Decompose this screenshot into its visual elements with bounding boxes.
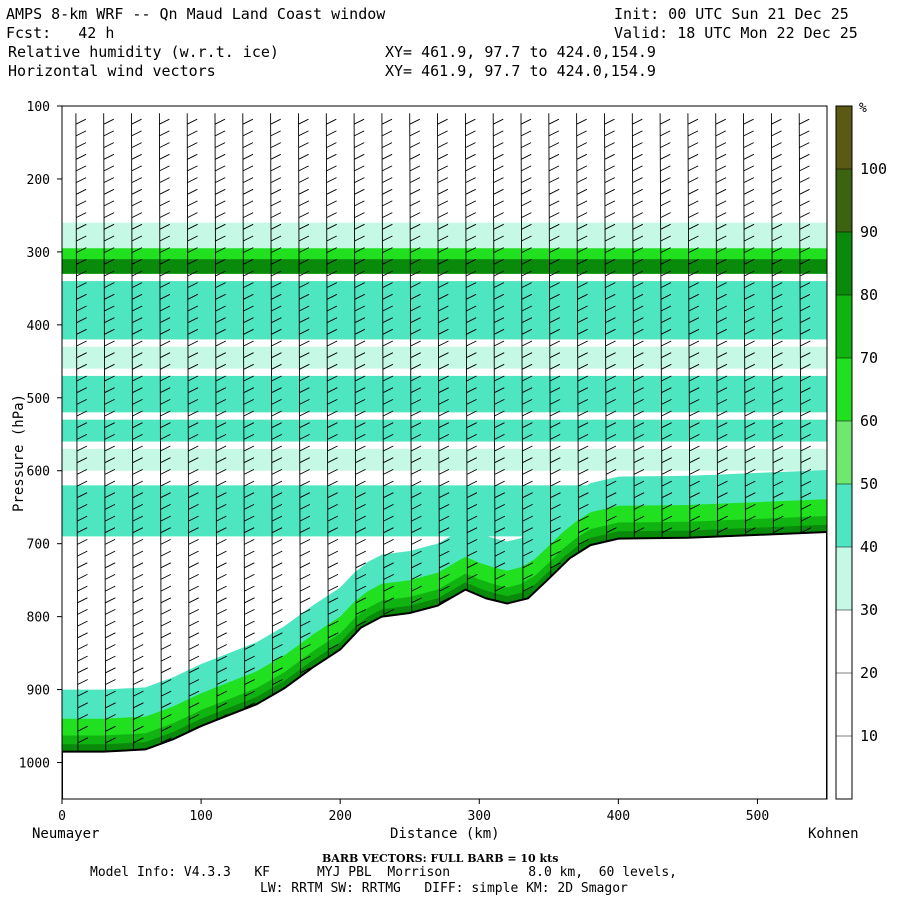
wind-barb-column <box>520 113 534 601</box>
xy-range-1: XY= 461.9, 97.7 to 424.0,154.9 <box>385 43 656 61</box>
wind-barb-column <box>743 113 756 536</box>
colorbar-swatch <box>836 106 852 169</box>
valid-time: Valid: 18 UTC Mon 22 Dec 25 <box>614 24 858 42</box>
y-tick-label: 300 <box>27 246 50 261</box>
y-tick-label: 1000 <box>19 757 50 772</box>
init-time: Init: 00 UTC Sun 21 Dec 25 <box>614 5 849 23</box>
y-tick-label: 600 <box>27 465 50 480</box>
wind-barb-column <box>131 113 144 751</box>
plot-area <box>62 106 827 799</box>
wind-barb-column <box>353 113 367 635</box>
plot-frame <box>61 105 828 800</box>
rh-band-5 <box>62 375 827 413</box>
colorbar-label: 80 <box>860 286 878 304</box>
wind-barb-column <box>798 113 812 534</box>
y-tick-label: 200 <box>27 173 50 188</box>
rh-band-4 <box>62 346 827 369</box>
xy-range-2: XY= 461.9, 97.7 to 424.0,154.9 <box>385 62 656 80</box>
x-tick-label: 400 <box>607 809 630 824</box>
wind-barb-column <box>158 113 172 745</box>
colorbar-label: 40 <box>860 538 878 556</box>
x-tick-label: 100 <box>189 809 212 824</box>
wind-barb-column <box>103 113 116 752</box>
y-tick-label: 500 <box>27 392 50 407</box>
forecast-hour: Fcst: 42 h <box>6 24 115 42</box>
colorbar-label: 70 <box>860 349 878 367</box>
colorbar-swatch <box>836 169 852 232</box>
colorbar-label: 20 <box>860 664 878 682</box>
wind-barb-column <box>770 113 784 535</box>
wind-barb-column <box>270 113 283 697</box>
wind-barb-column <box>715 113 728 537</box>
colorbar-frame <box>835 105 853 800</box>
field-name-wind: Horizontal wind vectors <box>8 62 216 80</box>
colorbar: 10 20 30 40 50 60 70 80 90 100 <box>835 105 887 800</box>
barb-legend: BARB VECTORS: FULL BARB = 10 kts <box>322 852 559 865</box>
rh-band-6 <box>62 419 827 442</box>
model-info-line1: Model Info: V4.3.3 KF MYJ PBL Morrison 8… <box>90 865 677 880</box>
model-info-line2: LW: RRTM SW: RRTMG DIFF: simple KM: 2D S… <box>260 881 628 896</box>
x-axis-label: Distance (km) <box>390 826 500 842</box>
terrain-surface <box>62 530 827 799</box>
y-tick-label: 100 <box>27 100 50 115</box>
x-axis: 0 100 200 300 400 500 <box>58 799 769 824</box>
colorbar-swatch <box>836 547 852 610</box>
rh-band-3 <box>62 281 827 340</box>
colorbar-swatch <box>836 673 852 736</box>
wind-barb-column <box>659 113 673 539</box>
rh-boundary-layer-2 <box>62 516 827 752</box>
y-axis: 100 200 300 400 500 600 700 800 900 1000 <box>19 100 62 772</box>
right-endpoint-label: Kohnen <box>808 826 859 842</box>
wind-barb-column <box>687 113 701 538</box>
colorbar-swatch <box>836 232 852 295</box>
colorbar-swatch <box>836 484 852 547</box>
colorbar-unit: % <box>859 101 867 116</box>
wind-barb-column <box>576 113 589 554</box>
y-tick-label: 400 <box>27 319 50 334</box>
y-axis-label: Pressure (hPa) <box>11 393 28 513</box>
wind-barb-column <box>631 113 645 539</box>
colorbar-swatch <box>836 736 852 799</box>
wind-barb-column <box>186 113 200 733</box>
x-tick-label: 200 <box>328 809 351 824</box>
colorbar-label: 50 <box>860 475 878 493</box>
wind-barb-column <box>214 113 228 721</box>
wind-barb-column <box>409 113 422 614</box>
x-tick-label: 0 <box>58 809 66 824</box>
x-tick-label: 300 <box>468 809 491 824</box>
colorbar-label: 100 <box>860 160 887 178</box>
colorbar-swatch <box>836 421 852 484</box>
colorbar-swatch <box>836 610 852 673</box>
colorbar-swatch <box>836 295 852 358</box>
wind-barb-column <box>464 113 478 590</box>
colorbar-swatch <box>836 358 852 421</box>
colorbar-label: 10 <box>860 727 878 745</box>
chart-title: AMPS 8-km WRF -- Qn Maud Land Coast wind… <box>6 5 386 23</box>
y-tick-label: 800 <box>27 611 50 626</box>
wind-barb-column <box>298 113 311 678</box>
field-name-rh: Relative humidity (w.r.t. ice) <box>8 43 279 61</box>
colorbar-label: 90 <box>860 223 878 241</box>
wind-barb-column <box>492 113 506 601</box>
wind-barb-column <box>381 113 395 617</box>
wind-barb-column <box>75 113 89 752</box>
wind-barb-column <box>548 113 562 579</box>
y-tick-label: 700 <box>27 538 50 553</box>
x-tick-label: 500 <box>746 809 769 824</box>
y-tick-label: 900 <box>27 684 50 699</box>
colorbar-label: 30 <box>860 601 878 619</box>
wind-barb-column <box>325 113 339 659</box>
wind-barb-column <box>604 113 617 542</box>
colorbar-label: 60 <box>860 412 878 430</box>
wind-barb-column <box>242 113 256 710</box>
left-endpoint-label: Neumayer <box>32 826 100 842</box>
wind-barbs <box>75 113 812 752</box>
wind-barb-column <box>437 113 450 606</box>
